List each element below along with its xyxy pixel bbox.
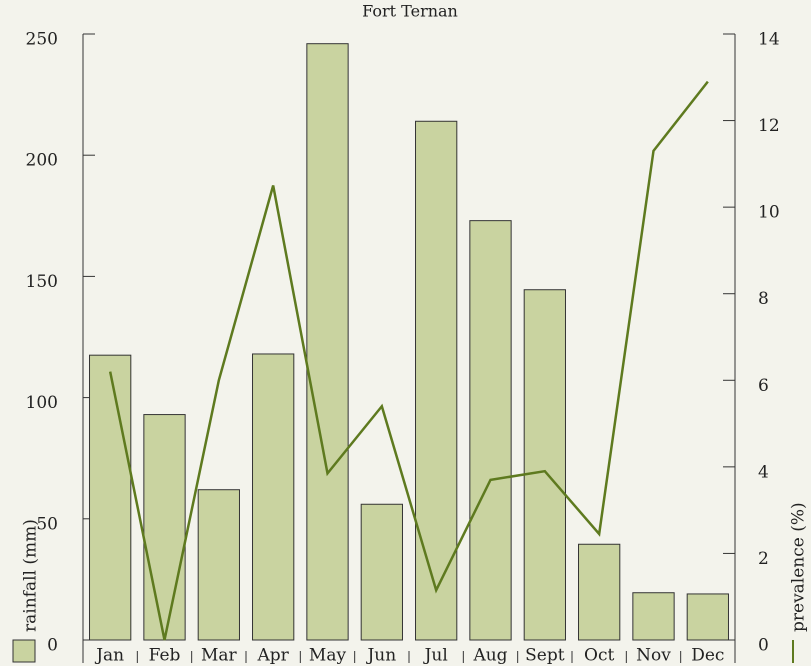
x-tick-label: Jun — [365, 646, 396, 666]
x-tick-label: Nov — [636, 646, 671, 666]
y2-tick-label: 14 — [758, 30, 780, 50]
x-tick-label: Mar — [201, 646, 238, 666]
x-tick-label: Aug — [472, 646, 507, 666]
bar — [469, 220, 512, 641]
x-tick-label: May — [309, 646, 347, 666]
y2-tick-label: 10 — [758, 203, 780, 223]
bar — [632, 592, 675, 641]
x-tick-label: Oct — [584, 646, 614, 666]
bar — [415, 120, 458, 641]
y2-axis-title: prevalence (%) — [789, 502, 809, 632]
y2-tick-label: 8 — [758, 289, 769, 309]
y-tick-label: 150 — [26, 272, 58, 292]
y2-tick-label: 2 — [758, 549, 769, 569]
x-tick-label: Jul — [423, 646, 448, 666]
bar — [523, 289, 566, 641]
y-axis-title: rainfall (mm) — [21, 519, 41, 632]
bar — [306, 43, 349, 641]
line — [108, 80, 709, 641]
bar — [360, 503, 403, 641]
x-tick-label: Feb — [149, 646, 181, 666]
chart-title: Fort Ternan — [362, 2, 458, 21]
y2-tick-label: 4 — [758, 462, 769, 482]
y-tick-label: 100 — [26, 393, 58, 413]
bar — [89, 354, 132, 641]
y2-tick-label: 12 — [758, 116, 780, 136]
x-tick-label: Jan — [94, 646, 124, 666]
y-tick-label: 0 — [47, 636, 58, 656]
bar — [686, 593, 729, 641]
x-tick-label: Apr — [257, 646, 290, 666]
bar — [252, 353, 295, 641]
y-tick-label: 50 — [36, 514, 58, 534]
x-tick-label: Sept — [525, 646, 565, 666]
y-tick-label: 200 — [26, 151, 58, 171]
x-tick-label: Dec — [691, 646, 724, 666]
y2-tick-label: 0 — [758, 636, 769, 656]
bar — [143, 414, 186, 641]
y-tick-label: 250 — [26, 30, 58, 50]
y2-tick-label: 6 — [758, 376, 769, 396]
bar — [197, 489, 240, 641]
bar — [578, 543, 621, 641]
legend-swatch — [12, 639, 36, 663]
